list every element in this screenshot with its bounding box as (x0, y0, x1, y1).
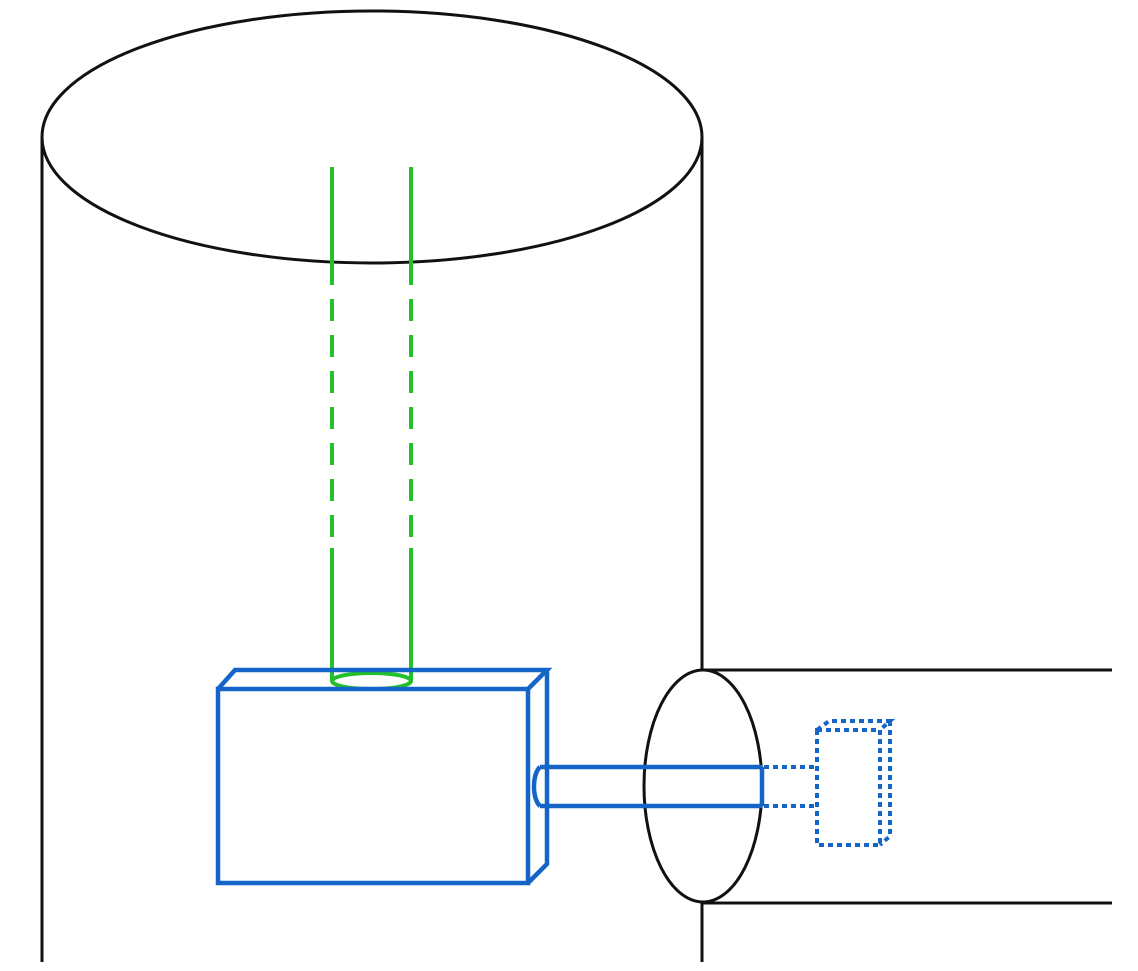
dotted-box-top-face (815, 719, 896, 732)
blue-shaft-end-cap (531, 765, 542, 808)
horizontal-cylinder (642, 668, 1112, 905)
vertical-cylinder (40, 9, 704, 962)
dotted-box-front-face (815, 728, 882, 847)
horizontal-cylinder-end-ellipse (642, 668, 764, 904)
vertical-cylinder-top-ellipse (40, 9, 704, 265)
blue-box-front-face (215, 686, 531, 886)
blue-shaft (531, 764, 817, 809)
blue-box-side-face (526, 670, 550, 885)
green-pipe-bottom-ellipse (330, 671, 413, 691)
blue-box (215, 667, 553, 886)
green-pipe (330, 167, 413, 691)
dotted-box (815, 719, 896, 847)
dotted-box-side-face (878, 721, 892, 847)
blue-box-top-face (216, 667, 553, 691)
